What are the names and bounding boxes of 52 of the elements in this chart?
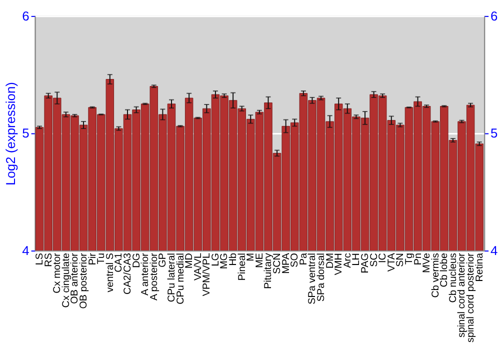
x-tick-label: Cb nucleus (448, 252, 459, 303)
x-tick-label: Pa (298, 252, 310, 266)
x-tick-label: CPu medial (175, 253, 186, 304)
x-tick-label: MPA (280, 252, 292, 274)
x-tick-label: Pineal (236, 253, 248, 281)
y-tick-label: 4 (22, 243, 30, 258)
x-tick-label: Pituitary (263, 252, 274, 289)
x-tick-label: LG (210, 253, 222, 266)
x-tick-label: A anterior (140, 252, 152, 296)
y-tick-label: 6 (22, 8, 30, 24)
y2-tick-label: 4 (490, 243, 498, 258)
x-tick-label: LH (351, 253, 362, 266)
x-tick-label: VMH (334, 253, 345, 276)
x-tick-label: PAG (360, 253, 371, 274)
x-tick-label: ventral S (104, 252, 116, 292)
x-tick-label: MVe (422, 252, 433, 273)
x-tick-label: CPu lateral (166, 253, 178, 302)
x-tick-label: SC (368, 253, 380, 267)
y-axis-title: Log2 (expression) (3, 82, 18, 186)
x-tick-label: Cx cingulate (60, 252, 72, 308)
x-tick-label: Pn (412, 253, 424, 266)
x-tick-label: OB posterior (78, 252, 90, 309)
x-tick-label: Tu (96, 253, 108, 264)
x-tick-label: CA2/CA3 (122, 252, 134, 294)
x-tick-label: DG (131, 253, 142, 268)
x-tick-label: spinal cord anterior (456, 252, 468, 338)
y2-tick-label: 5 (490, 126, 498, 141)
x-tick-label: Tg (404, 253, 415, 265)
x-tick-label: M (246, 253, 257, 262)
x-tick-label: ME (254, 252, 266, 268)
y-tick-label: 5 (22, 126, 30, 141)
x-tick-label: SO (290, 252, 301, 268)
x-tick-label: GP (158, 252, 169, 268)
x-tick-label: Cb lobe (439, 252, 450, 288)
x-tick-label: Retina (474, 252, 486, 282)
x-tick-label: spinal cord posterior (466, 252, 477, 342)
x-tick-label: SN (395, 253, 406, 267)
x-tick-label: SCN (272, 253, 284, 274)
x-tick-label: VPM/VPL (202, 252, 213, 296)
x-tick-label: SPa dorsal (316, 253, 327, 302)
x-tick-label: DM (324, 253, 336, 268)
x-tick-label: VTA (386, 252, 398, 272)
x-tick-label: Arc (342, 252, 354, 268)
x-tick-label: Pir (87, 252, 98, 266)
x-tick-label: Hb (228, 252, 240, 266)
x-tick-label: RS (43, 252, 54, 267)
x-tick-label: LS (34, 252, 46, 266)
y2-tick-label: 6 (490, 8, 498, 24)
x-tick-label: OB anterior (70, 252, 81, 304)
x-tick-label: A posterior (148, 252, 160, 301)
x-tick-label: CA1 (114, 252, 125, 272)
x-tick-label: IC (378, 253, 389, 263)
